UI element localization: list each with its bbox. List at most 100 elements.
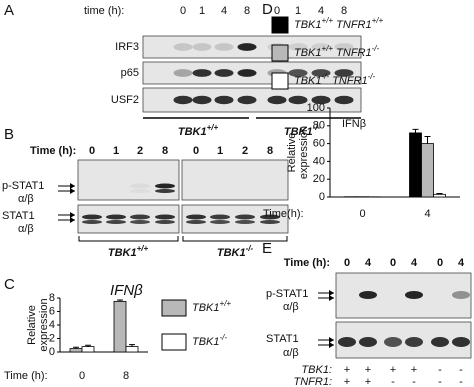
genotype-label: TBK1-/- [217,244,254,259]
error-bar [424,135,431,144]
blot-panel [335,321,472,359]
time-tick: 4 [365,257,372,269]
time-tick: 0 [180,5,186,17]
time-tick: 0 [274,5,280,17]
y-axis-label: expression [298,126,310,179]
arrow-head [329,295,334,301]
y-axis-label: Relative [286,133,298,173]
genotype-sign: + [390,364,396,376]
row-label: IRF3 [115,41,139,53]
row-label: STAT1 [266,333,299,345]
blot-band [155,183,175,189]
time-tick: 8 [267,145,273,157]
time-tick: 8 [162,145,168,157]
time-tick: 4 [221,5,227,17]
blot-band [82,214,102,220]
y-tick-label: 40 [313,155,325,167]
blot-band [237,43,257,51]
x-axis-label: Time (h): [4,370,48,382]
blot-band [359,337,377,347]
blot-band [210,214,230,220]
arrow-head [329,342,334,348]
row-label: p-STAT1 [2,180,44,192]
blot-band [214,95,234,105]
blot-band [214,69,234,77]
time-tick: 1 [217,145,223,157]
error-bar [117,299,123,302]
x-tick-label: 0 [359,208,365,220]
y-tick-label: 6 [49,305,55,317]
arrow-head [70,183,75,189]
y-tick-label: 2 [49,332,55,344]
arrow-head [70,212,75,218]
row-label: α/β [18,223,34,235]
error-bar [412,128,419,133]
blot-band [82,220,102,224]
time-tick: 2 [137,145,143,157]
genotype-label: TBK1+/+ [108,244,149,259]
bar [113,300,127,353]
genotype-sign: - [438,376,442,387]
blot-band [155,214,175,220]
error-bar [129,344,135,347]
blot-band [214,43,234,51]
genotype-sign: - [391,376,395,387]
arrow-head [70,188,75,194]
error-bar [73,346,79,349]
blot-band [452,291,470,299]
genotype-sign: + [344,376,350,387]
blot-band [155,220,175,224]
y-tick-label: 0 [319,191,325,203]
blot-band [267,95,287,105]
blot-band [173,95,193,105]
bar [433,193,446,198]
panel-letter: D [262,1,273,18]
blot-band [173,43,193,51]
blot-band [359,291,377,299]
row-label: p65 [121,67,139,79]
time-tick: 0 [89,145,95,157]
blot-band [130,183,150,189]
x-axis-label: Time(h): [263,208,304,220]
genotype-sign: + [365,376,371,387]
y-tick-label: 20 [313,173,325,185]
time-tick: 2 [242,145,248,157]
row-label: α/β [18,193,34,205]
genotype-sign: + [344,364,350,376]
genotype-sign: - [412,376,416,387]
genotype-sign: - [438,364,442,376]
legend-swatch [271,16,289,34]
genotype-sign: - [459,364,463,376]
legend-swatch [271,44,289,62]
y-axis-label: expression [38,298,50,351]
time-tick: 4 [318,5,324,17]
blot-band [384,337,402,347]
time-tick: 0 [437,257,443,269]
bracket [78,236,179,242]
blot-band [155,189,175,193]
blot-band [192,69,212,77]
row-label: α/β [283,301,299,313]
time-tick: 0 [344,257,350,269]
row-label: USF2 [111,94,139,106]
blot-band [311,43,331,51]
row-label: STAT1 [2,210,35,222]
legend-label: TBK1-/- [192,333,227,348]
genotype-label: TBK1+/+ [178,123,219,138]
row-label: α/β [283,347,299,359]
blot-band [288,43,308,51]
x-tick-label: 4 [424,208,430,220]
y-tick-label: 8 [49,292,55,304]
arrow-head [329,337,334,343]
blot-band [130,189,150,193]
blot-band [405,291,423,299]
blot-band [237,95,257,105]
bar [81,346,95,353]
time-tick: 4 [411,257,418,269]
blot-panel [77,159,180,201]
blot-band [186,220,206,224]
time-tick: 1 [199,5,205,17]
blot-band [106,220,126,224]
time-label: Time (h): [30,145,76,157]
